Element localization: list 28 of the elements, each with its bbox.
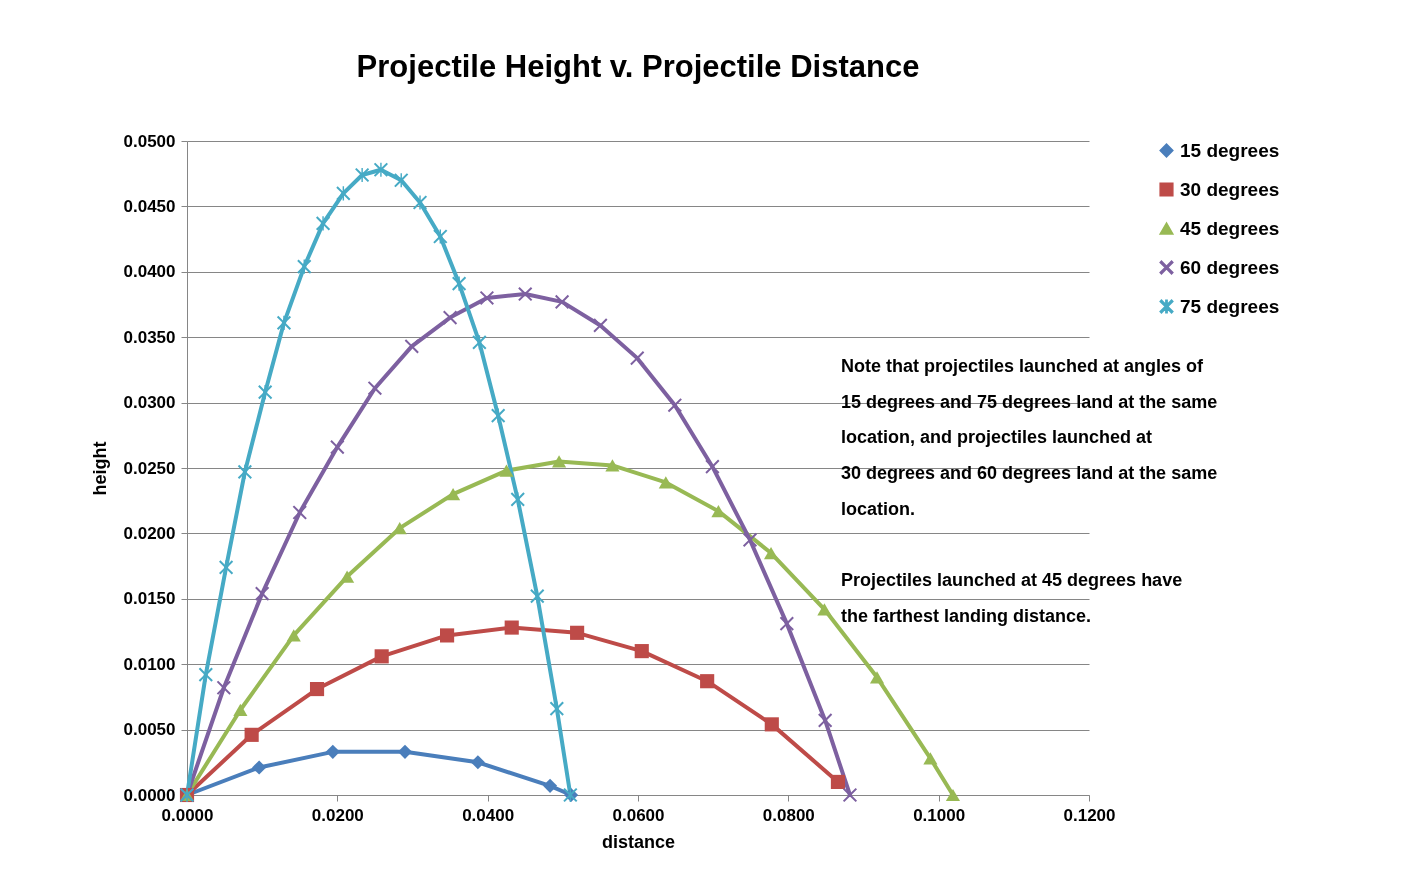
legend-label: 75 degrees: [1180, 295, 1280, 317]
y-tick-label: 0.0150: [123, 589, 176, 609]
x-tick-label: 0.1200: [1063, 805, 1116, 825]
y-tick-label: 0.0000: [123, 785, 176, 805]
x-tick-label: 0.0600: [612, 805, 665, 825]
legend-label: 60 degrees: [1180, 256, 1280, 278]
y-tick-label: 0.0200: [123, 523, 176, 543]
x-tick-label: 0.0000: [161, 805, 214, 825]
x-tick-label: 0.0800: [762, 805, 815, 825]
x-tick-label: 0.0200: [311, 805, 364, 825]
y-tick-label: 0.0500: [123, 131, 176, 151]
y-tick-label: 0.0050: [123, 720, 176, 740]
chart-title: Projectile Height v. Projectile Distance: [356, 49, 920, 84]
y-tick-label: 0.0250: [123, 458, 176, 478]
y-tick-label: 0.0450: [123, 196, 176, 216]
x-axis-title: distance: [601, 831, 676, 852]
x-tick-label: 0.1000: [913, 805, 966, 825]
y-tick-label: 0.0350: [123, 327, 176, 347]
x-tick-label: 0.0400: [462, 805, 515, 825]
y-axis-title: height: [89, 441, 110, 496]
annotation: Note that projectiles launched at angles of 15 degrees and 75 degrees land at the same location, and projectiles launched at 30 degrees and 60 degrees land at the same location.: [841, 356, 1218, 519]
y-tick-label: 0.0100: [123, 654, 176, 674]
legend-label: 45 degrees: [1180, 217, 1280, 239]
y-tick-label: 0.0400: [123, 262, 176, 282]
annotation: Projectiles launched at 45 degrees have the farthest landing distance.: [841, 570, 1183, 626]
legend-label: 30 degrees: [1180, 178, 1280, 200]
legend-label: 15 degrees: [1180, 139, 1280, 161]
y-tick-label: 0.0300: [123, 393, 176, 413]
